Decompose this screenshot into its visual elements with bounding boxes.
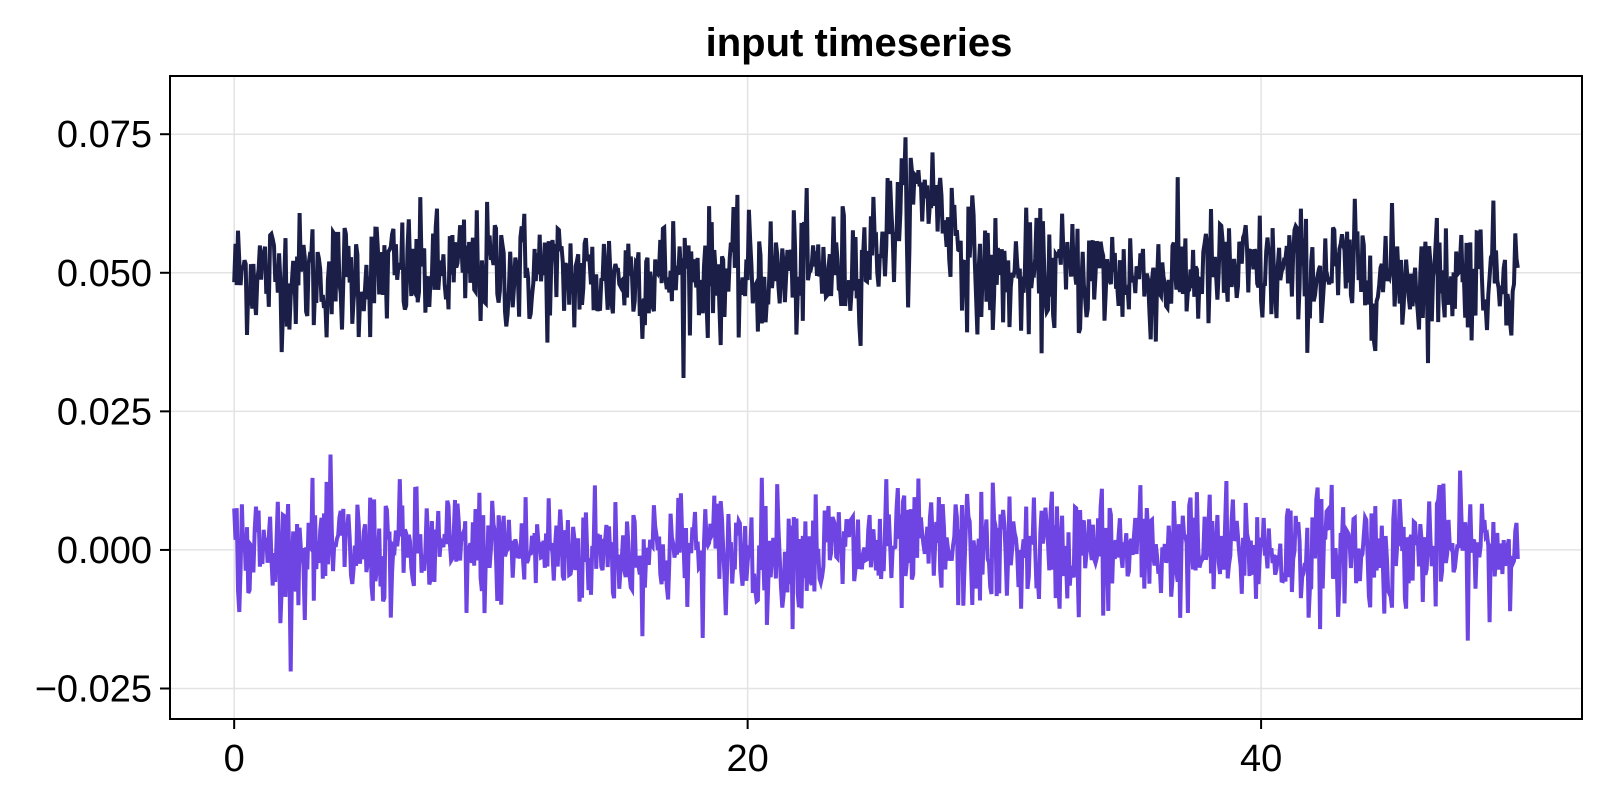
plot-area <box>232 137 1520 672</box>
x-tick-label: 40 <box>1240 738 1282 780</box>
y-tick-label: 0.025 <box>57 391 152 433</box>
y-axis: −0.025 0.000 0.025 0.050 0.075 <box>35 114 170 711</box>
series-line-2 <box>232 454 1520 672</box>
series-line-1 <box>232 137 1520 379</box>
x-tick-label: 0 <box>224 738 245 780</box>
x-axis: 0 20 40 <box>224 719 1282 780</box>
x-tick-label: 20 <box>726 738 768 780</box>
y-tick-label: −0.025 <box>35 669 152 711</box>
y-tick-label: 0.050 <box>57 253 152 295</box>
y-tick-label: 0.000 <box>57 530 152 572</box>
grid <box>170 76 1582 719</box>
chart-title: input timeseries <box>706 21 1013 65</box>
plot-frame <box>169 75 1583 720</box>
y-tick-label: 0.075 <box>57 114 152 156</box>
